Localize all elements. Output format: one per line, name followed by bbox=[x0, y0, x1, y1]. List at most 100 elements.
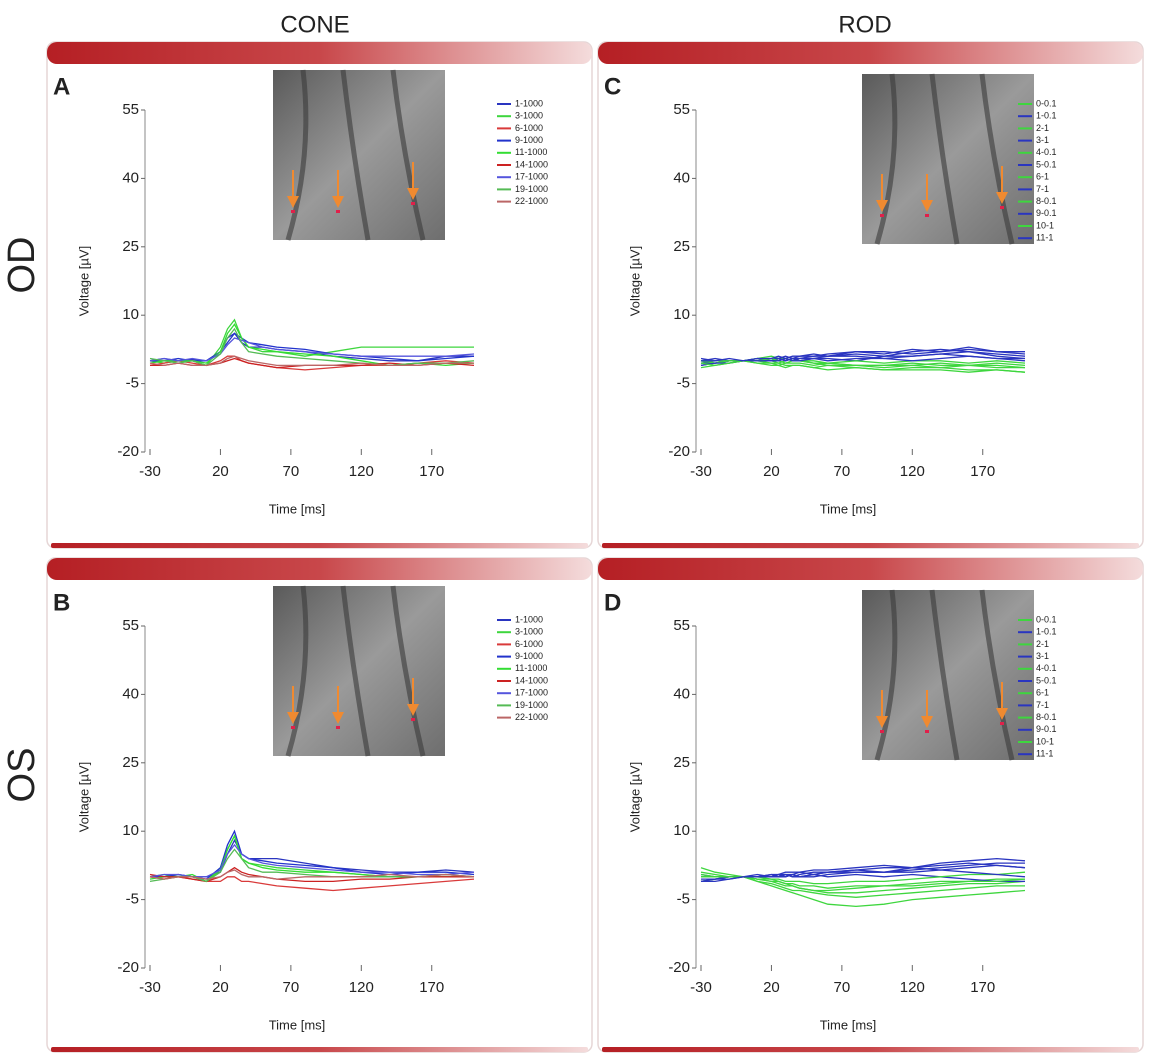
legend-label: 1-0.1 bbox=[1036, 111, 1057, 121]
legend-label: 4-0.1 bbox=[1036, 147, 1057, 157]
y-tick-label: -5 bbox=[677, 891, 690, 908]
stimulus-spot bbox=[336, 726, 340, 729]
legend-label: 9-1000 bbox=[515, 651, 543, 661]
x-tick-label: 20 bbox=[212, 979, 229, 996]
x-tick-label: 70 bbox=[283, 979, 300, 996]
arrow-head bbox=[407, 188, 419, 200]
legend-label: 19-1000 bbox=[515, 184, 548, 194]
x-tick-label: 120 bbox=[349, 463, 374, 480]
panel: A -20 -5 10 25 40 55 -30 20 70 120 170 Time [ms] Volt… bbox=[46, 41, 593, 549]
stimulus-spot bbox=[925, 730, 929, 733]
stimulus-spot bbox=[925, 214, 929, 217]
arrow-head bbox=[332, 196, 344, 208]
x-tick-label: -30 bbox=[139, 979, 161, 996]
x-tick-label: 120 bbox=[349, 979, 374, 996]
x-tick-label: -30 bbox=[690, 463, 712, 480]
legend-label: 11-1000 bbox=[515, 147, 547, 157]
legend-label: 0-0.1 bbox=[1036, 98, 1057, 108]
x-tick-label: 170 bbox=[419, 463, 444, 480]
legend-label: 14-1000 bbox=[515, 159, 548, 169]
y-axis-title: Voltage [µV] bbox=[76, 762, 91, 832]
column-header: ROD bbox=[838, 11, 891, 38]
legend-label: 11-1 bbox=[1036, 233, 1053, 243]
y-axis-title: Voltage [µV] bbox=[76, 246, 91, 316]
vessel bbox=[285, 69, 309, 241]
panel: D -20 -5 10 25 40 55 -30 20 70 120 170 Time [ms] Volt… bbox=[597, 557, 1144, 1053]
trace bbox=[149, 869, 475, 880]
panel-letter: D bbox=[604, 589, 621, 616]
y-tick-label: 40 bbox=[122, 169, 139, 186]
arrow-head bbox=[876, 716, 888, 728]
arrow-head bbox=[921, 716, 933, 728]
stimulus-spot bbox=[880, 214, 884, 217]
y-tick-label: 55 bbox=[673, 101, 690, 118]
y-axis-title: Voltage [µV] bbox=[627, 246, 642, 316]
legend-label: 1-1000 bbox=[515, 98, 543, 108]
y-tick-label: 25 bbox=[122, 754, 139, 771]
y-tick-label: 25 bbox=[673, 238, 690, 255]
legend-label: 14-1000 bbox=[515, 675, 548, 685]
legend-label: 9-0.1 bbox=[1036, 208, 1057, 218]
panel-letter: B bbox=[53, 589, 70, 616]
trace bbox=[701, 348, 1025, 362]
legend-label: 1-0.1 bbox=[1036, 627, 1057, 637]
legend-label: 3-1000 bbox=[515, 627, 543, 637]
legend-label: 10-1 bbox=[1036, 736, 1054, 746]
y-tick-label: 55 bbox=[122, 617, 139, 634]
legend-label: 9-0.1 bbox=[1036, 724, 1057, 734]
y-tick-label: 55 bbox=[122, 101, 139, 118]
panel-header-bar bbox=[598, 42, 1143, 64]
y-tick-label: -20 bbox=[117, 443, 139, 460]
arrow-head bbox=[996, 708, 1008, 720]
stimulus-spot bbox=[411, 718, 415, 721]
panel-footer-bar bbox=[602, 1047, 1139, 1052]
legend-label: 8-0.1 bbox=[1036, 196, 1057, 206]
legend-label: 5-0.1 bbox=[1036, 675, 1057, 685]
x-tick-label: -30 bbox=[690, 979, 712, 996]
legend-label: 6-1000 bbox=[515, 123, 543, 133]
stimulus-spot bbox=[336, 210, 340, 213]
legend-label: 22-1000 bbox=[515, 712, 548, 722]
panel: C -20 -5 10 25 40 55 -30 20 70 120 170 Time [ms] Volt… bbox=[597, 41, 1144, 549]
y-tick-label: -5 bbox=[677, 375, 690, 392]
arrow-head bbox=[876, 200, 888, 212]
panel-footer-bar bbox=[602, 543, 1139, 548]
y-tick-label: 40 bbox=[673, 169, 690, 186]
legend-label: 7-1 bbox=[1036, 700, 1049, 710]
x-tick-label: 120 bbox=[900, 979, 925, 996]
legend-label: 6-1000 bbox=[515, 639, 543, 649]
y-tick-label: 25 bbox=[673, 754, 690, 771]
arrow-head bbox=[332, 712, 344, 724]
legend-label: 2-1 bbox=[1036, 123, 1049, 133]
legend-label: 3-1000 bbox=[515, 111, 543, 121]
x-axis-title: Time [ms] bbox=[269, 501, 326, 516]
y-tick-label: 10 bbox=[122, 822, 139, 839]
legend-label: 7-1 bbox=[1036, 184, 1049, 194]
stimulus-spot bbox=[880, 730, 884, 733]
legend-label: 11-1000 bbox=[515, 663, 547, 673]
stimulus-spot bbox=[1000, 722, 1004, 725]
column-header: CONE bbox=[280, 11, 349, 38]
panel-letter: A bbox=[53, 73, 70, 100]
arrow-head bbox=[287, 196, 299, 208]
y-tick-label: 40 bbox=[673, 685, 690, 702]
trace bbox=[149, 355, 474, 367]
x-tick-label: 20 bbox=[763, 463, 780, 480]
panel-footer-bar bbox=[51, 543, 588, 548]
y-tick-label: -20 bbox=[117, 959, 139, 976]
legend-label: 19-1000 bbox=[515, 700, 548, 710]
panel-letter: C bbox=[604, 73, 621, 100]
y-tick-label: -5 bbox=[126, 891, 139, 908]
trace bbox=[149, 866, 474, 883]
stimulus-spot bbox=[1000, 206, 1004, 209]
stimulus-spot bbox=[411, 202, 415, 205]
legend-label: 22-1000 bbox=[515, 196, 548, 206]
vessel bbox=[390, 69, 426, 241]
stimulus-spot bbox=[291, 726, 295, 729]
vessel bbox=[874, 589, 898, 761]
arrow-head bbox=[996, 192, 1008, 204]
y-tick-label: -20 bbox=[668, 443, 690, 460]
x-tick-label: 70 bbox=[834, 979, 851, 996]
legend-label: 0-0.1 bbox=[1036, 614, 1057, 624]
